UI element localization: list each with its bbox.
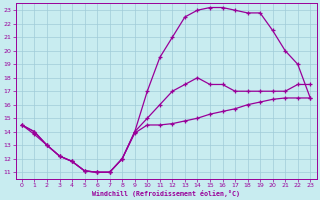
X-axis label: Windchill (Refroidissement éolien,°C): Windchill (Refroidissement éolien,°C) (92, 190, 240, 197)
